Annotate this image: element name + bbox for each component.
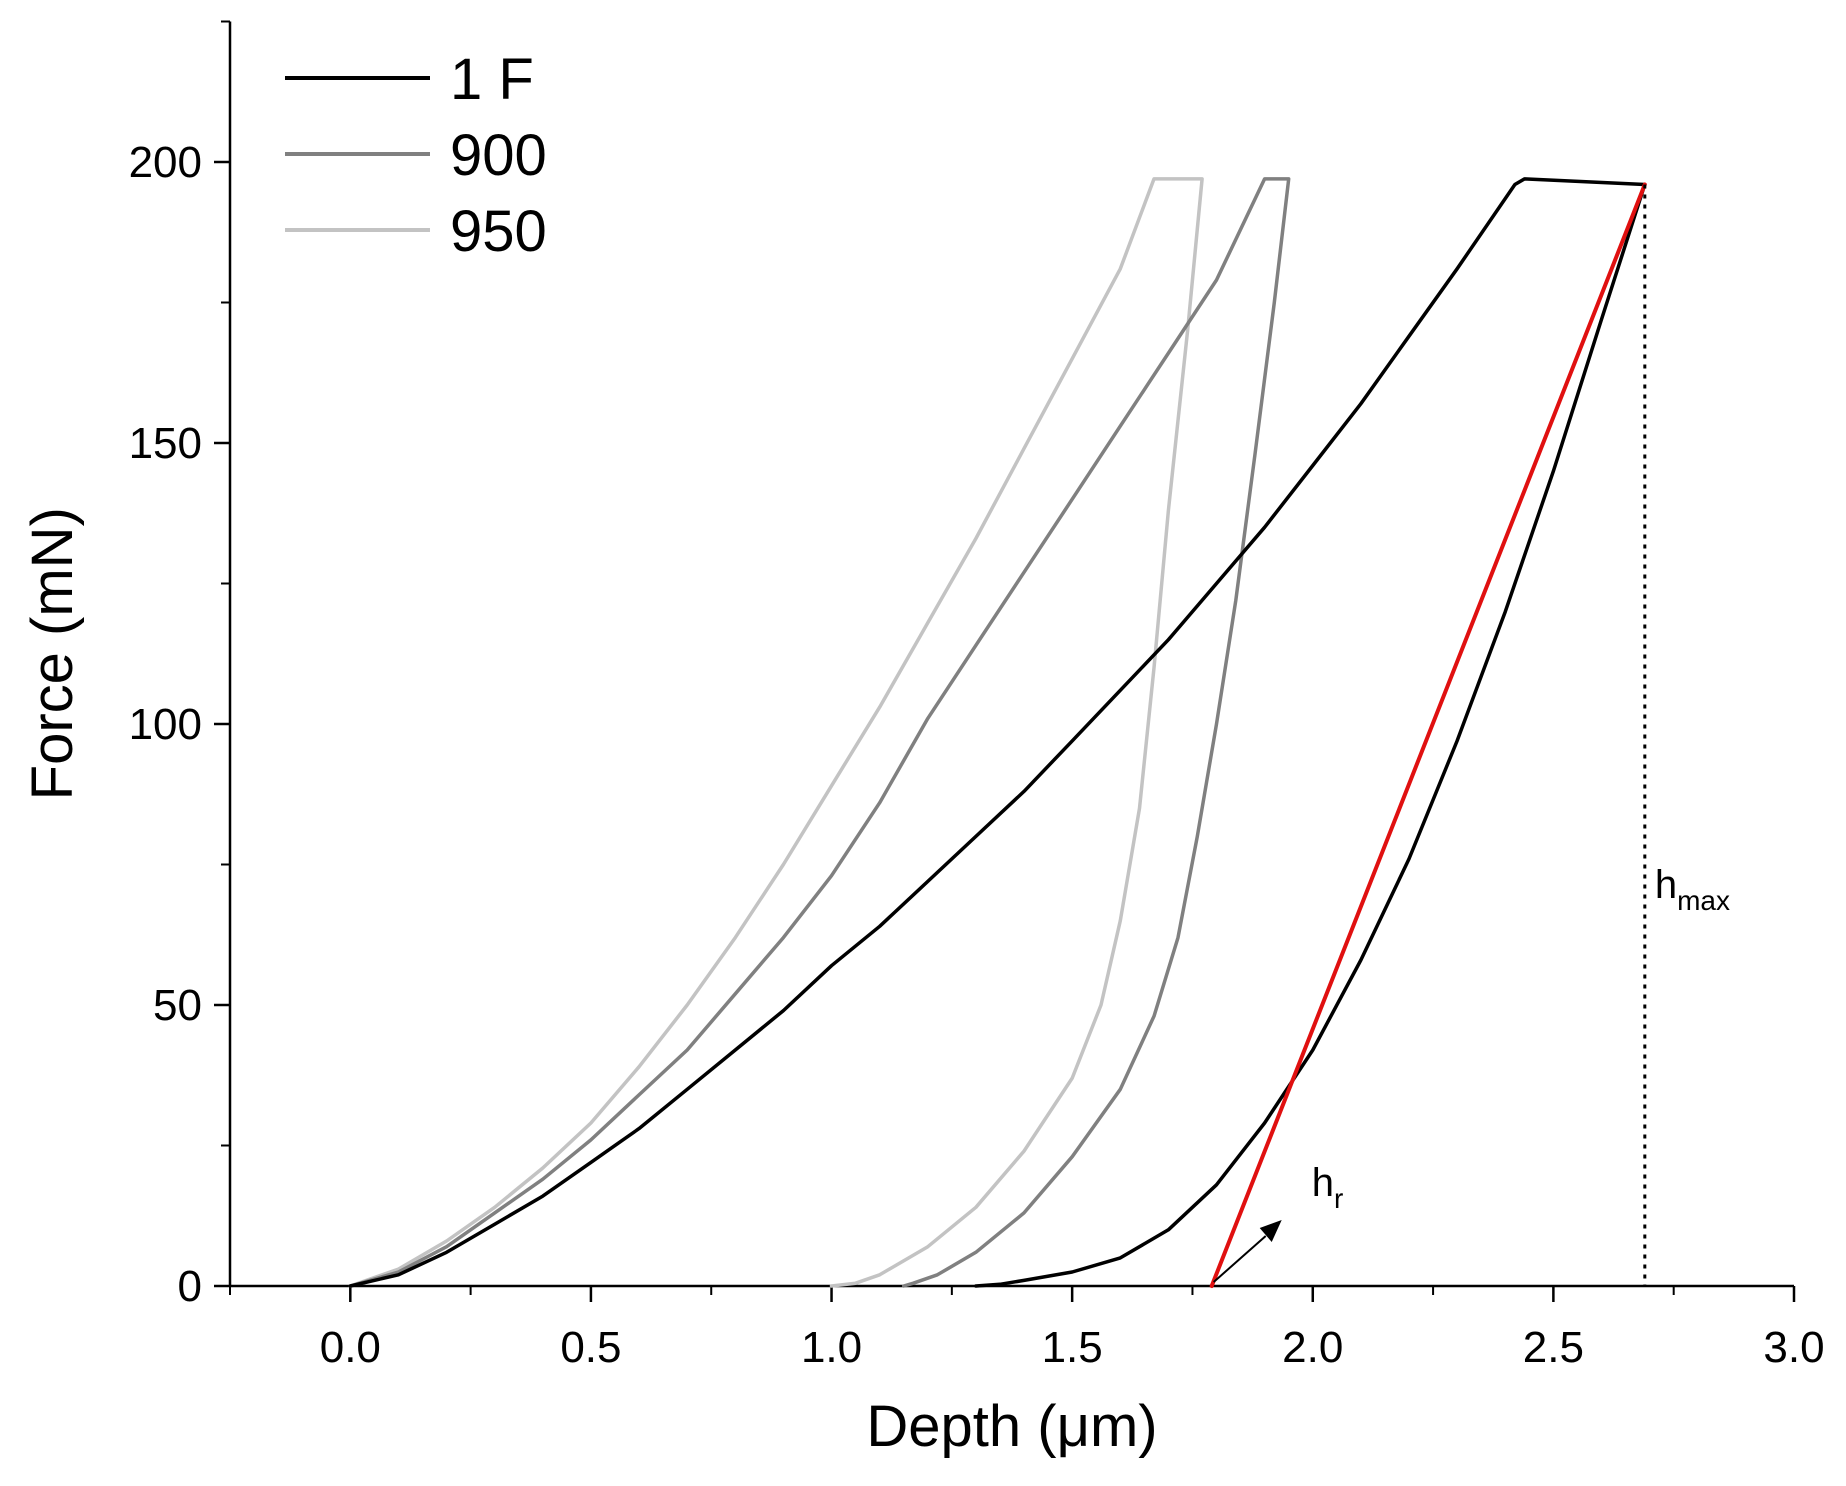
h-r-label: hr — [1312, 1161, 1344, 1214]
y-tick-label: 100 — [129, 700, 202, 749]
legend-label: 950 — [450, 199, 547, 264]
x-tick-label: 1.0 — [801, 1323, 862, 1372]
legend: 1 F 900 950 — [285, 47, 547, 264]
series-line-900 — [348, 177, 1291, 1288]
legend-label: 1 F — [450, 47, 534, 112]
legend-label: 900 — [450, 123, 547, 188]
x-tick-label: 2.5 — [1523, 1323, 1584, 1372]
x-axis: 0.0 0.5 1.0 1.5 2.0 2.5 3.0 — [229, 1286, 1825, 1372]
x-axis-title: Depth (μm) — [866, 1394, 1157, 1459]
y-tick-label: 150 — [129, 419, 202, 468]
annotations: hmax hr — [1213, 184, 1730, 1286]
x-tick-label: 3.0 — [1763, 1323, 1824, 1372]
x-tick-label: 0.5 — [560, 1323, 621, 1372]
series-line-1-f — [348, 177, 1647, 1288]
y-tick-label: 50 — [153, 981, 202, 1030]
y-axis-title: Force (mN) — [20, 507, 85, 800]
x-tick-label: 2.0 — [1282, 1323, 1343, 1372]
series-layer — [348, 177, 1647, 1288]
h-r-arrow-line — [1213, 1235, 1267, 1283]
x-tick-label: 0.0 — [320, 1323, 381, 1372]
h-r-arrow-head — [1259, 1220, 1282, 1242]
y-tick-label: 0 — [178, 1262, 202, 1311]
plot-frame — [228, 21, 1794, 1288]
y-tick-label: 200 — [129, 138, 202, 187]
x-tick-label: 1.5 — [1042, 1323, 1103, 1372]
series-line-950 — [348, 177, 1204, 1288]
y-axis: 0 50 100 150 200 — [129, 20, 230, 1311]
h-max-label: hmax — [1655, 863, 1730, 916]
series-line-tangent — [1209, 182, 1647, 1288]
